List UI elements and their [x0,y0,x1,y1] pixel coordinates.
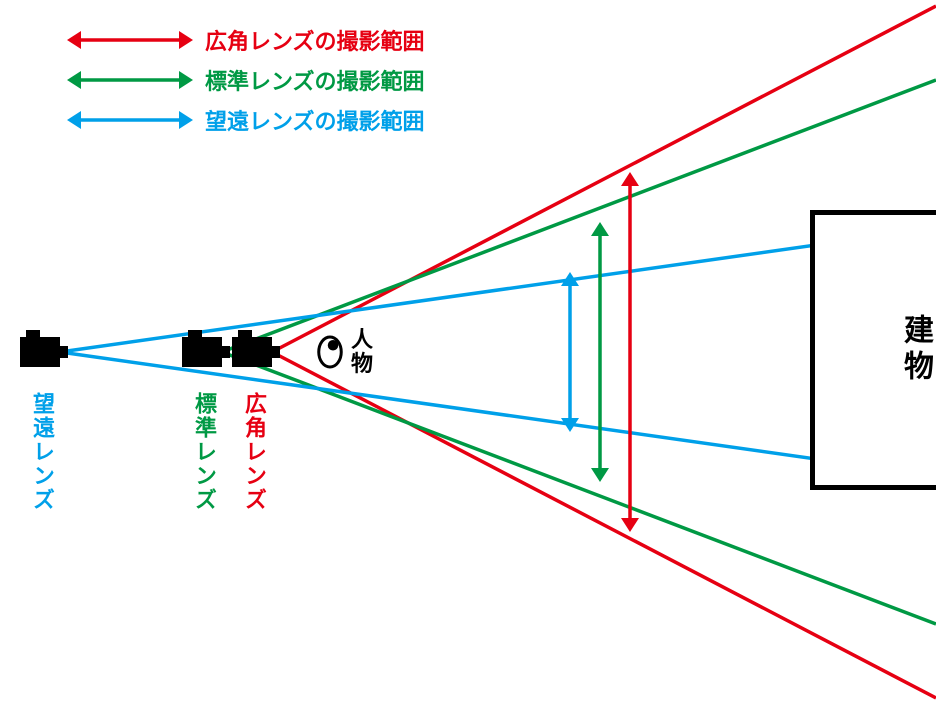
legend-label-wide: 広角レンズの撮影範囲 [205,24,425,56]
person-label-char2: 物 [351,351,373,376]
camera-label-wide: 広角レンズ [238,392,270,512]
legend-label-tele: 望遠レンズの撮影範囲 [205,104,425,136]
legend-arrow-normal [65,60,195,100]
building-label: 建物 [893,314,936,386]
legend-label-normal: 標準レンズの撮影範囲 [205,64,425,96]
camera-label-tele: 望遠レンズ [26,392,58,512]
legend-row-tele: 望遠レンズの撮影範囲 [65,100,425,140]
legend-row-wide: 広角レンズの撮影範囲 [65,20,425,60]
legend-arrow-tele [65,100,195,140]
person-label: 人 物 [351,328,373,376]
legend-arrow-wide [65,20,195,60]
legend-row-normal: 標準レンズの撮影範囲 [65,60,425,100]
legend: 広角レンズの撮影範囲 標準レンズの撮影範囲 望遠レンズの撮影範囲 [65,20,425,140]
camera-label-normal: 標準レンズ [188,392,220,512]
building-box: 建物 [810,210,936,490]
person-label-char1: 人 [351,327,373,352]
